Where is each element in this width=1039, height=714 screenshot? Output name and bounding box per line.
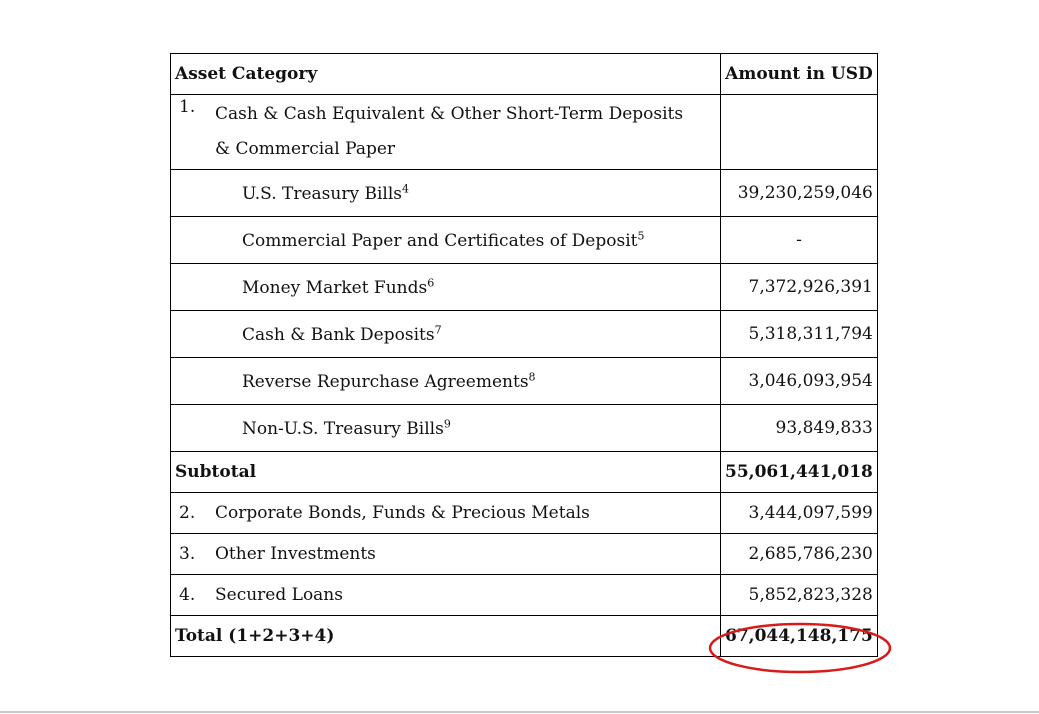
footnote-ref: 8 (528, 370, 536, 384)
label-cell: 2. Corporate Bonds, Funds & Precious Meta… (170, 492, 721, 534)
table-row: Total (1+2+3+4) 67,044,148,175 (170, 615, 878, 657)
amount-cell: - (720, 216, 878, 264)
row-label: U.S. Treasury Bills4 (242, 182, 410, 204)
header-row: Asset Category Amount in USD (170, 53, 878, 95)
footnote-ref: 7 (434, 323, 442, 337)
footnote-ref: 9 (443, 417, 451, 431)
amount-cell: 5,852,823,328 (720, 574, 878, 616)
label-cell: Non-U.S. Treasury Bills9 (170, 404, 721, 452)
label-cell: Total (1+2+3+4) (170, 615, 721, 657)
header-cell: Amount in USD (720, 53, 878, 95)
row-label: Cash & Bank Deposits7 (242, 323, 442, 345)
table-row: Money Market Funds6 7,372,926,391 (170, 263, 878, 311)
amount-cell (720, 94, 878, 170)
amount-cell: 7,372,926,391 (720, 263, 878, 311)
label-cell: U.S. Treasury Bills4 (170, 169, 721, 217)
footnote-ref: 5 (637, 229, 645, 243)
row-number: 1. (179, 97, 196, 117)
label-cell: 3. Other Investments (170, 533, 721, 575)
header-cell: Asset Category (170, 53, 721, 95)
table-row: U.S. Treasury Bills4 39,230,259,046 (170, 169, 878, 217)
table-row: 2. Corporate Bonds, Funds & Precious Meta… (170, 492, 878, 534)
footnote-ref: 4 (402, 182, 410, 196)
row-label: Cash & Cash Equivalent & Other Short-Ter… (215, 104, 684, 159)
asset-table: Asset Category Amount in USD 1. Cash & Cash… (170, 53, 878, 657)
amount-cell: 93,849,833 (720, 404, 878, 452)
row-number: 2. (179, 503, 196, 523)
row-label: Commercial Paper and Certificates of Dep… (242, 229, 645, 251)
row-number: 3. (179, 544, 196, 564)
amount-cell: 3,046,093,954 (720, 357, 878, 405)
table-row: Cash & Bank Deposits7 5,318,311,794 (170, 310, 878, 358)
amount-cell: 55,061,441,018 (720, 451, 878, 493)
row-label: Total (1+2+3+4) (175, 626, 335, 646)
label-cell: Cash & Bank Deposits7 (170, 310, 721, 358)
row-label: Corporate Bonds, Funds & Precious Metals (215, 503, 590, 523)
page-edge (0, 711, 1039, 713)
row-label: Other Investments (215, 544, 376, 564)
table-row: 1. Cash & Cash Equivalent & Other Short-T… (170, 94, 878, 170)
table-row: Subtotal 55,061,441,018 (170, 451, 878, 493)
row-label: Subtotal (175, 462, 257, 482)
row-label: Reverse Repurchase Agreements8 (242, 370, 536, 392)
red-circle (708, 622, 892, 674)
label-cell: Money Market Funds6 (170, 263, 721, 311)
row-number: 4. (179, 585, 196, 605)
footnote-ref: 6 (427, 276, 435, 290)
amount-cell: 39,230,259,046 (720, 169, 878, 217)
row-label: Secured Loans (215, 585, 343, 605)
row-label: Non-U.S. Treasury Bills9 (242, 417, 451, 439)
table-row: Non-U.S. Treasury Bills9 93,849,833 (170, 404, 878, 452)
row-label: Money Market Funds6 (242, 276, 435, 298)
amount-cell: 5,318,311,794 (720, 310, 878, 358)
amount-cell: 67,044,148,175 (720, 615, 878, 657)
amount-cell: 3,444,097,599 (720, 492, 878, 534)
